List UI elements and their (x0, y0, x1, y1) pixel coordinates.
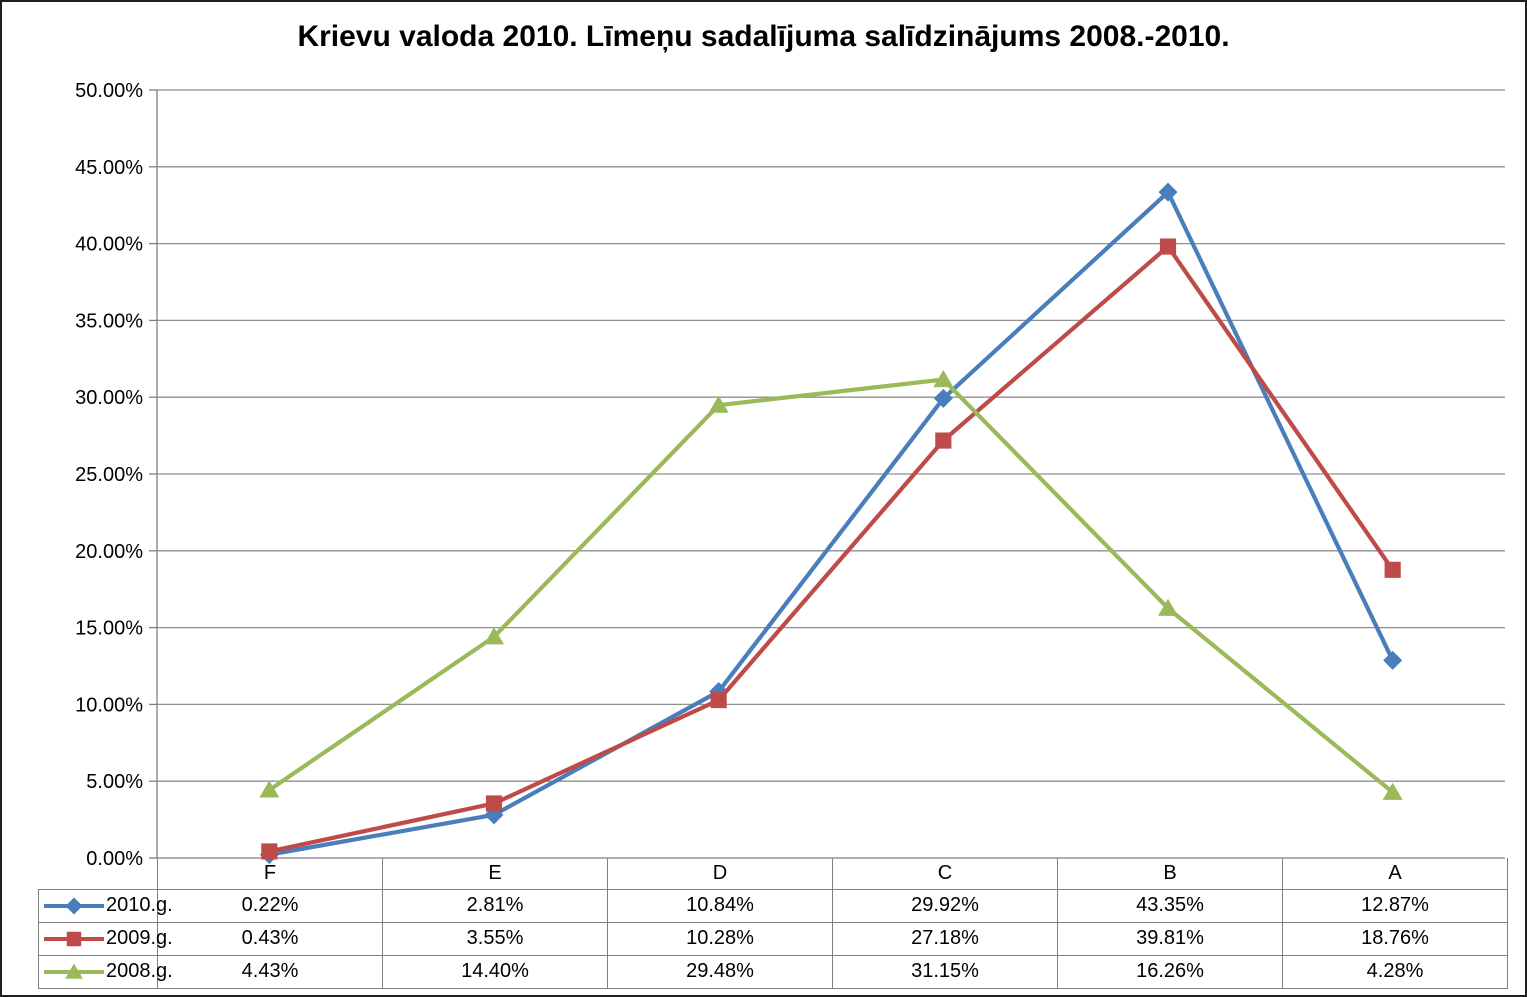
y-axis-tick-label: 5.00% (86, 771, 143, 793)
triangle-marker (259, 780, 280, 798)
value-cell-2009g-d: 10.28% (607, 921, 833, 956)
legend-cell: 2010.g. (38, 888, 173, 923)
category-header-f: F (157, 858, 383, 890)
square-marker (1384, 561, 1401, 578)
value-cell-2008g-a: 4.28% (1282, 954, 1508, 989)
value-cell-2010g-b: 43.35% (1057, 888, 1283, 923)
legend-key: 2009.g. (39, 923, 173, 955)
value-cell-2010g-c: 29.92% (832, 888, 1058, 923)
y-axis-tick-label: 50.00% (75, 80, 143, 102)
value-cell-2010g-d: 10.84% (607, 888, 833, 923)
y-axis-tick-label: 25.00% (75, 464, 143, 486)
series-line-2009g (267, 244, 1395, 854)
value-cell-2008g-d: 29.48% (607, 954, 833, 989)
data-table: F E D C B A 2010.g. 0.22% 2.81% 10.84% 29.92% 43.35… (38, 858, 1508, 989)
legend-key: 2008.g. (39, 956, 173, 988)
category-header-e: E (382, 858, 608, 890)
legend-key: 2010.g. (39, 890, 173, 922)
y-axis-tick-label: 0.00% (86, 848, 143, 870)
legend-cell: 2009.g. (38, 921, 173, 956)
diamond-marker (1383, 650, 1403, 670)
diamond-marker (933, 388, 953, 408)
value-cell-2010g-a: 12.87% (1282, 888, 1508, 923)
y-axis-tick-label: 35.00% (75, 310, 143, 332)
legend-diamond-icon (44, 897, 104, 914)
value-cell-2008g-f: 4.43% (157, 954, 383, 989)
square-marker (261, 843, 278, 860)
series-line-2008g (267, 377, 1395, 795)
y-axis-tick-label: 20.00% (75, 541, 143, 563)
table-row-2008g: 2008.g. 4.43% 14.40% 29.48% 31.15% 16.26% 4.28… (38, 954, 1508, 989)
series-line-2010g (267, 190, 1395, 857)
y-axis-tick-label: 15.00% (75, 618, 143, 640)
legend-label: 2008.g. (106, 960, 173, 982)
value-cell-2009g-c: 27.18% (832, 921, 1058, 956)
table-row-2010g: 2010.g. 0.22% 2.81% 10.84% 29.92% 43.35% 12.87… (38, 888, 1508, 923)
value-cell-2010g-f: 0.22% (157, 888, 383, 923)
category-header-d: D (607, 858, 833, 890)
square-marker (1159, 238, 1177, 255)
value-cell-2008g-c: 31.15% (832, 954, 1058, 989)
category-header-a: A (1282, 858, 1508, 890)
legend-square-icon (44, 931, 104, 946)
y-axis-tick-label: 30.00% (75, 387, 143, 409)
square-marker (935, 432, 952, 449)
value-cell-2008g-b: 16.26% (1057, 954, 1283, 989)
triangle-marker (708, 395, 729, 413)
diamond-marker (1158, 182, 1178, 202)
triangle-marker (484, 627, 504, 645)
triangle-marker (1382, 782, 1403, 800)
triangle-marker (1158, 598, 1178, 616)
category-header-b: B (1057, 858, 1283, 890)
legend-triangle-icon (44, 963, 104, 979)
square-marker (710, 692, 727, 709)
value-cell-2008g-e: 14.40% (382, 954, 608, 989)
value-cell-2009g-a: 18.76% (1282, 921, 1508, 956)
chart-title: Krievu valoda 2010. Līmeņu sadalījuma sa… (297, 20, 1230, 53)
y-axis-tick-label: 45.00% (75, 157, 143, 179)
table-corner-cell (39, 858, 158, 889)
legend-cell: 2008.g. (38, 954, 173, 989)
value-cell-2010g-e: 2.81% (382, 888, 608, 923)
y-axis-tick-label: 40.00% (75, 234, 143, 256)
square-marker (485, 795, 503, 812)
category-header-c: C (832, 858, 1058, 890)
legend-label: 2010.g. (106, 894, 173, 916)
value-cell-2009g-e: 3.55% (382, 921, 608, 956)
legend-label: 2009.g. (106, 927, 173, 949)
y-axis-tick-label: 10.00% (75, 694, 143, 716)
value-cell-2009g-b: 39.81% (1057, 921, 1283, 956)
value-cell-2009g-f: 0.43% (157, 921, 383, 956)
triangle-marker (933, 370, 954, 388)
table-row-2009g: 2009.g. 0.43% 3.55% 10.28% 27.18% 39.81% 18.76… (38, 921, 1508, 956)
